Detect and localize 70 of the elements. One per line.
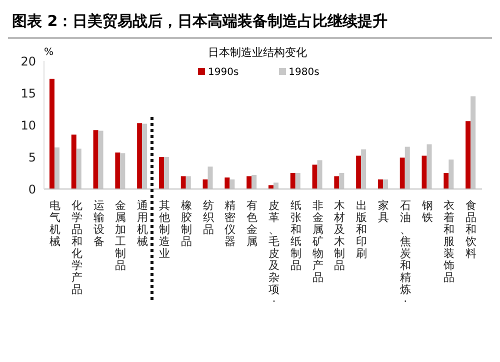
legend-label: 1990s <box>207 67 239 78</box>
x-tick-label: 有色金属 <box>246 199 258 248</box>
bar <box>54 147 60 189</box>
x-tick-label: 非金属矿物产品 <box>311 199 324 284</box>
bar <box>422 156 427 189</box>
bar <box>158 157 164 189</box>
chart-subtitle: 日本制造业结构变化 <box>208 45 307 60</box>
bar <box>224 177 230 189</box>
y-tick-label: 5 <box>28 150 36 164</box>
x-tick-label: 纸张和纸制品 <box>290 199 302 272</box>
bar <box>378 179 383 189</box>
x-tick-label: 钢铁 <box>420 199 433 224</box>
x-tick-label: 通用机械 <box>137 199 148 248</box>
chart-title: 图表 2：日美贸易战后，日本高端装备制造占比继续提升 <box>8 8 492 39</box>
x-tick-label: 电气机械 <box>49 199 60 248</box>
bar <box>120 153 126 189</box>
bar <box>356 156 362 189</box>
bar <box>98 130 104 189</box>
bar <box>273 182 278 189</box>
bar <box>93 130 98 189</box>
y-tick-label: 0 <box>28 182 36 196</box>
bar <box>312 164 318 189</box>
bar <box>426 144 432 189</box>
bar <box>295 173 300 189</box>
bar <box>246 176 252 189</box>
bar <box>76 148 82 189</box>
category-label: 石油、焦炭和精炼· <box>400 199 411 308</box>
bar <box>444 173 449 189</box>
x-tick-label: 出版和印刷 <box>356 199 368 260</box>
bar <box>400 158 405 189</box>
x-tick-label: 纺织品 <box>202 199 214 236</box>
bar <box>202 179 208 189</box>
bar <box>71 134 76 189</box>
bar <box>252 174 257 189</box>
y-tick-label: 15 <box>20 86 36 100</box>
x-tick-label: 运输设备 <box>93 199 104 248</box>
legend-label: 1980s <box>288 67 320 78</box>
bar <box>115 152 120 189</box>
x-tick-label: 家具 <box>378 199 389 224</box>
x-tick-label: 其他制造业 <box>158 199 170 260</box>
bar <box>466 121 471 189</box>
y-tick-label: 10 <box>20 118 36 132</box>
bar <box>137 123 142 189</box>
x-tick-label: 木材及木制品 <box>333 199 346 272</box>
bar <box>186 176 191 189</box>
bar <box>334 176 340 189</box>
bar <box>164 157 169 189</box>
bar <box>382 179 388 189</box>
bar <box>180 176 186 189</box>
y-tick-label: 20 <box>20 54 36 68</box>
bar <box>404 146 410 189</box>
x-tick-label: 金属加工制品 <box>115 199 126 272</box>
bar <box>268 185 274 189</box>
bar <box>448 160 454 189</box>
x-tick-label: 精密仪器 <box>224 199 236 248</box>
bar <box>339 173 344 189</box>
bar <box>470 96 476 189</box>
x-tick-label: 食品和饮料 <box>464 199 477 260</box>
bar <box>361 149 366 189</box>
bar <box>230 179 235 189</box>
bar <box>290 173 296 189</box>
category-label: 皮革、毛皮及杂项· <box>268 199 280 308</box>
bar <box>208 166 213 189</box>
bar <box>49 78 54 189</box>
x-tick-label: 化学品和化学产品 <box>71 199 82 296</box>
bar <box>317 160 322 189</box>
bar <box>142 124 148 189</box>
y-axis-title: % <box>44 47 54 58</box>
x-tick-label: 橡胶制品 <box>180 199 192 248</box>
x-tick-label: 衣着和服装饰品 <box>442 199 455 284</box>
